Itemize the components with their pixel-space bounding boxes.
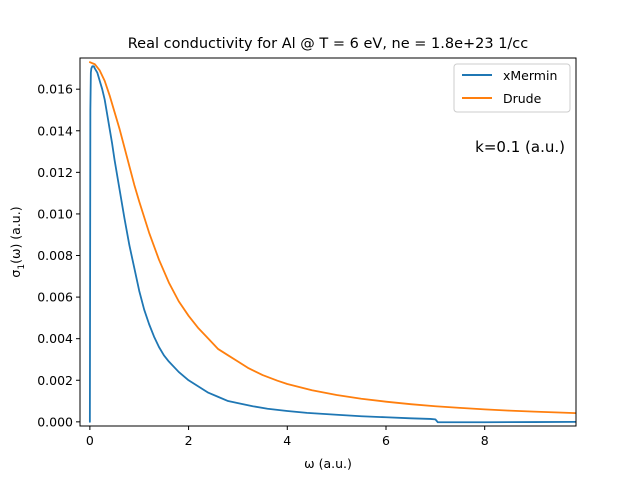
chart-title: Real conductivity for Al @ T = 6 eV, ne …: [128, 36, 529, 52]
y-axis-ticks: 0.000 0.002 0.004 0.006 0.008 0.010 0.012 0.014…: [37, 82, 80, 429]
y-axis-label: σ1(ω) (a.u.): [8, 206, 27, 277]
y-tick-label: 0.008: [37, 248, 73, 263]
x-tick-label: 2: [185, 433, 193, 448]
series-layer: [88, 61, 576, 424]
x-tick-label: 0: [86, 433, 94, 448]
y-tick-label: 0.006: [37, 290, 73, 305]
x-tick-label: 6: [382, 433, 390, 448]
y-tick-label: 0.014: [37, 123, 73, 138]
x-tick-label: 8: [481, 433, 489, 448]
y-axis-label-main: σ: [8, 270, 23, 278]
legend: xMermin Drude: [453, 63, 571, 113]
annotation-k: k=0.1 (a.u.): [475, 138, 565, 156]
y-tick-label: 0.016: [37, 82, 73, 97]
legend-label-drude: Drude: [503, 91, 542, 106]
series-line-xmermin: [88, 65, 576, 424]
y-axis-label-subscript: 1: [17, 264, 27, 270]
y-tick-label: 0.010: [37, 206, 73, 221]
plot-area: [79, 57, 577, 427]
legend-label-xmermin: xMermin: [503, 68, 557, 83]
x-axis-label: ω (a.u.): [304, 456, 352, 471]
x-tick-label: 4: [283, 433, 291, 448]
y-tick-label: 0.002: [37, 373, 73, 388]
y-tick-label: 0.012: [37, 165, 73, 180]
x-axis-ticks: 0 2 4 6 8: [86, 426, 489, 448]
y-tick-label: 0.004: [37, 331, 73, 346]
y-axis-label-rest: (ω) (a.u.): [8, 206, 23, 263]
series-line-drude: [88, 61, 576, 415]
axes-frame: [79, 57, 577, 427]
y-tick-label: 0.000: [37, 414, 73, 429]
